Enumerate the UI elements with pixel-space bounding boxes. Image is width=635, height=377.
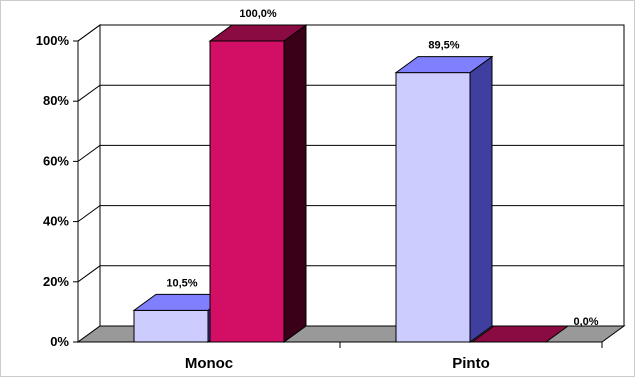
bar	[209, 40, 285, 343]
gridline	[77, 24, 624, 42]
bar-top	[470, 325, 570, 343]
bar	[395, 72, 471, 343]
data-label: 100,0%	[239, 8, 277, 20]
bar-side	[469, 55, 493, 343]
y-tick-label: 80%	[43, 93, 69, 108]
back-wall	[99, 24, 625, 327]
side-wall	[77, 24, 101, 343]
y-tick-label: 0%	[50, 334, 69, 349]
bar-side	[283, 24, 307, 343]
y-tick-label: 100%	[36, 33, 70, 48]
bar-top	[208, 24, 308, 42]
y-tick-label: 40%	[43, 214, 69, 229]
data-label: 89,5%	[428, 40, 459, 52]
bar	[133, 309, 209, 343]
y-tick-label: 20%	[43, 274, 69, 289]
y-tick-label: 60%	[43, 153, 69, 168]
category-label: Pinto	[452, 355, 490, 372]
bar-top	[394, 56, 494, 74]
category-label: Monoc	[185, 355, 233, 372]
data-label: 0,0%	[573, 316, 598, 328]
data-label: 10,5%	[166, 277, 197, 289]
